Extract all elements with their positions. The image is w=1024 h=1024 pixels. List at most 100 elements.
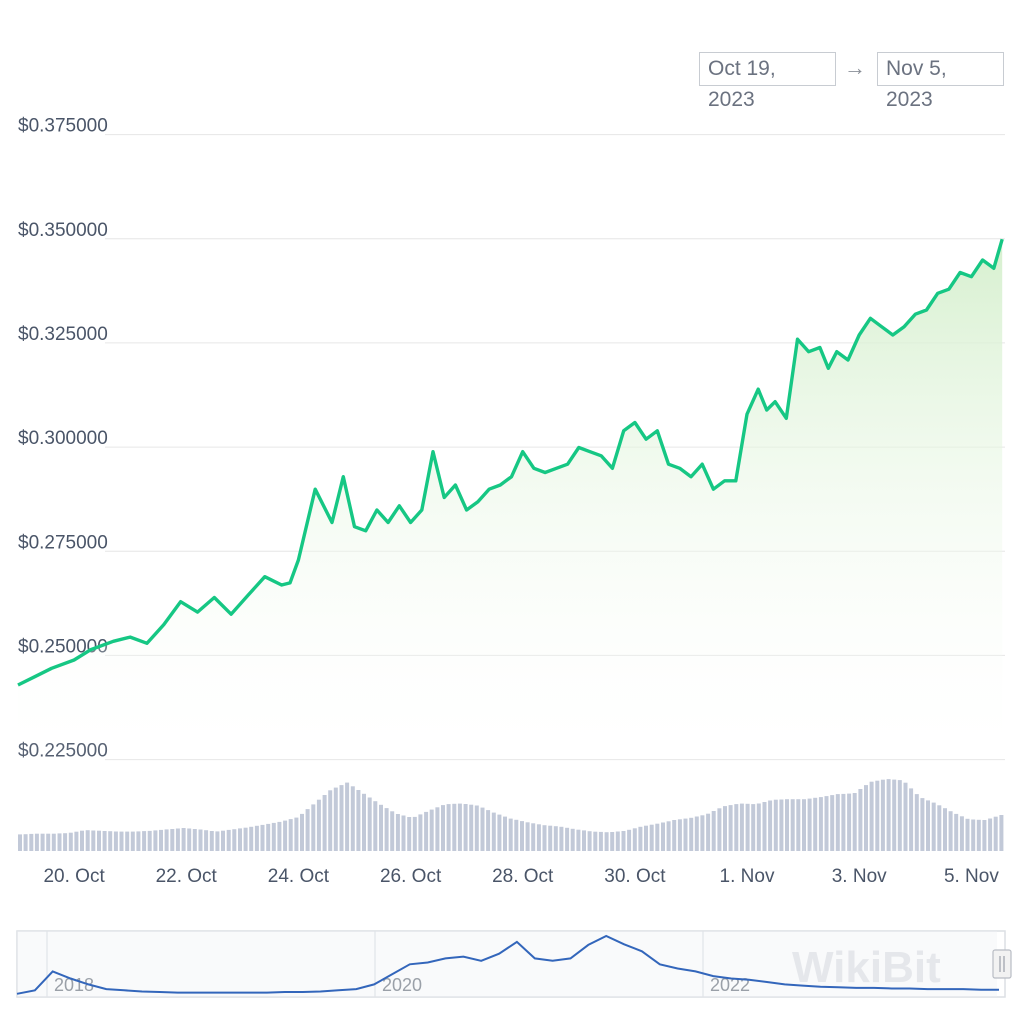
volume-bar bbox=[931, 802, 936, 851]
volume-bar bbox=[886, 779, 891, 851]
volume-bar bbox=[238, 828, 242, 851]
volume-bar bbox=[80, 830, 84, 851]
volume-bar bbox=[40, 833, 45, 851]
volume-bar bbox=[181, 828, 186, 851]
volume-bar bbox=[734, 804, 739, 851]
volume-bar bbox=[644, 825, 648, 851]
volume-bar bbox=[920, 798, 925, 851]
volume-bar bbox=[187, 828, 192, 851]
volume-bar bbox=[170, 829, 175, 851]
volume-bar bbox=[768, 800, 773, 851]
volume-bar bbox=[266, 823, 271, 851]
volume-bar bbox=[576, 829, 581, 851]
volume-bar bbox=[988, 818, 993, 851]
volume-bar bbox=[277, 821, 282, 851]
volume-bar bbox=[412, 816, 417, 851]
volume-bar bbox=[621, 831, 626, 851]
volume-bar bbox=[610, 832, 615, 851]
volume-bar bbox=[570, 828, 575, 851]
volume-bar bbox=[474, 805, 479, 851]
navigator-year-labels: 2018 2020 2022 bbox=[46, 931, 750, 997]
volume-bar bbox=[582, 830, 586, 851]
volume-bar bbox=[638, 826, 643, 851]
volume-bar bbox=[943, 808, 947, 851]
volume-bar bbox=[441, 805, 445, 851]
volume-bar bbox=[689, 817, 694, 851]
volume-bar bbox=[864, 785, 868, 851]
x-axis-labels: 20. Oct 22. Oct 24. Oct 26. Oct 28. Oct 30. O… bbox=[43, 866, 999, 887]
volume-bar bbox=[802, 799, 806, 851]
volume-bar bbox=[694, 816, 699, 851]
navigator-frame bbox=[16, 930, 1006, 998]
y-tick-label: $0.325000 bbox=[18, 324, 108, 345]
x-tick-label: 1. Nov bbox=[720, 866, 775, 887]
volume-bar bbox=[723, 806, 727, 851]
volume-bar bbox=[796, 799, 801, 851]
volume-bar bbox=[773, 799, 778, 851]
volume-bar bbox=[491, 812, 496, 851]
volume-bar bbox=[469, 804, 474, 851]
volume-bar bbox=[965, 818, 970, 851]
volume-bar bbox=[457, 803, 462, 851]
volume-bar bbox=[271, 822, 276, 851]
volume-bar bbox=[852, 793, 857, 851]
volume-bar bbox=[914, 794, 919, 851]
volume-bar bbox=[108, 831, 113, 851]
volume-bar bbox=[395, 814, 400, 851]
volume-bar bbox=[91, 830, 96, 851]
volume-bar bbox=[401, 815, 406, 851]
volume-bar bbox=[824, 796, 829, 851]
volume-bar bbox=[717, 808, 722, 851]
volume-bar bbox=[632, 828, 637, 851]
volume-bar bbox=[29, 833, 34, 851]
volume-bar bbox=[661, 822, 665, 851]
volume-bar bbox=[142, 831, 147, 851]
volume-bar bbox=[136, 831, 141, 851]
x-tick-label: 3. Nov bbox=[832, 866, 887, 887]
volume-bar bbox=[215, 831, 220, 851]
volume-bar bbox=[762, 802, 767, 851]
volume-bar bbox=[751, 804, 756, 851]
volume-bar bbox=[655, 823, 660, 851]
x-tick-label: 30. Oct bbox=[604, 866, 666, 887]
volume-bar bbox=[429, 809, 434, 851]
volume-bar bbox=[221, 830, 225, 851]
volume-bar bbox=[463, 804, 468, 851]
volume-bar bbox=[113, 831, 118, 851]
volume-bar bbox=[728, 805, 733, 851]
volume-bar bbox=[418, 814, 423, 851]
volume-bar bbox=[198, 829, 203, 851]
volume-bar bbox=[232, 829, 237, 851]
volume-bar bbox=[424, 811, 429, 851]
volume-bar bbox=[407, 817, 412, 851]
volume-bar bbox=[706, 813, 711, 851]
volume-bar bbox=[525, 822, 530, 851]
volume-bar bbox=[615, 831, 620, 851]
wikibit-watermark: WikiBit bbox=[792, 943, 941, 992]
volume-bar bbox=[880, 779, 885, 851]
navigator-year-label: 2020 bbox=[382, 975, 422, 995]
volume-bar bbox=[818, 797, 823, 851]
y-tick-label: $0.275000 bbox=[18, 532, 108, 553]
volume-bar bbox=[209, 831, 214, 851]
volume-bar bbox=[559, 826, 564, 851]
volume-bar bbox=[311, 804, 316, 851]
volume-bar bbox=[316, 799, 321, 851]
volume-bar bbox=[322, 795, 327, 851]
volume-bar bbox=[164, 829, 169, 851]
volume-bar bbox=[587, 831, 592, 851]
navigator-selection-mask bbox=[17, 931, 997, 997]
volume-bar bbox=[339, 785, 344, 851]
volume-bar bbox=[435, 807, 440, 851]
y-axis-labels: $0.375000 $0.350000 $0.325000 $0.300000 $0.2… bbox=[18, 116, 108, 762]
navigator-handle-right[interactable] bbox=[992, 949, 1012, 979]
volume-bar bbox=[508, 818, 513, 851]
volume-bar bbox=[63, 833, 68, 851]
volume-bar bbox=[790, 799, 795, 851]
y-tick-label: $0.300000 bbox=[18, 428, 108, 449]
date-range-start-input[interactable]: Oct 19, 2023 bbox=[699, 52, 836, 111]
volume-bar bbox=[785, 799, 789, 851]
date-range-end-input[interactable]: Nov 5, 2023 bbox=[877, 52, 1004, 111]
range-navigator[interactable]: 2018 2020 2022 WikiBit bbox=[16, 930, 1012, 998]
y-tick-label: $0.375000 bbox=[18, 116, 108, 137]
